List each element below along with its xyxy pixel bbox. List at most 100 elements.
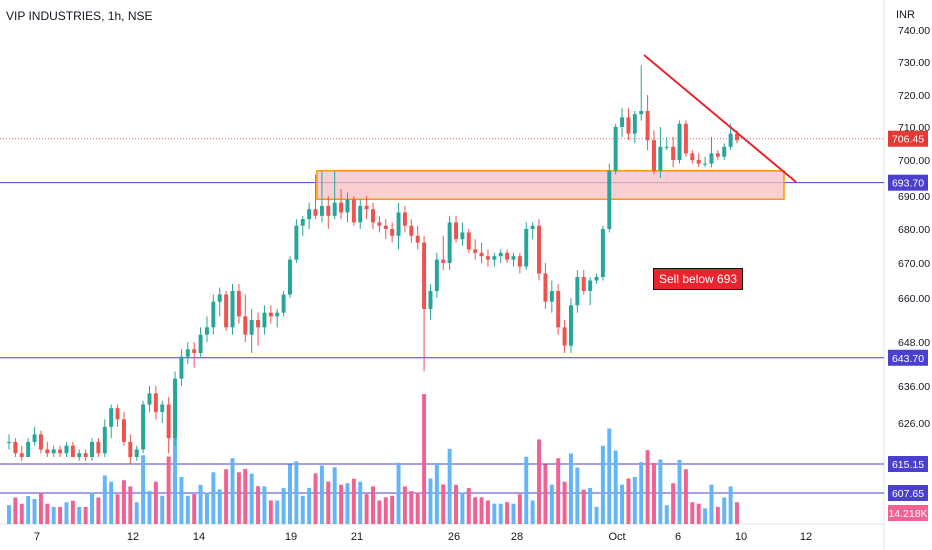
symbol-title: VIP INDUSTRIES, 1h, NSE [6,9,153,23]
candle-body [326,205,331,216]
volume-bar [690,502,695,524]
volume-bar [64,502,69,524]
volume-bar [639,462,644,524]
candle-body [134,449,139,458]
volume-bar [390,495,395,524]
candle-body [696,160,701,164]
volume-bar [402,486,407,524]
volume-bar [121,480,126,524]
volume-bar [185,495,190,524]
volume-bar [728,486,733,524]
price-tick-label: 626.00 [898,418,930,430]
candle-body [556,291,561,328]
date-tick-label: Oct [608,531,625,543]
volume-bar [715,506,720,524]
volume-bar [217,489,222,524]
volume-bar [256,486,261,524]
candle-body [479,252,484,257]
candle-body [300,219,305,226]
candle-body [639,111,644,115]
volume-bar [173,430,178,524]
candle-body [703,163,708,165]
candle-body [575,277,580,306]
candle-body [402,212,407,226]
candle-body [38,434,43,450]
candle-body [358,205,363,223]
volume-bar [128,486,133,524]
candle-body [339,202,344,213]
candle-body [90,441,94,458]
candle-body [626,117,631,134]
volume-bar [377,500,382,524]
candle-body [96,441,101,454]
candle-body [128,441,133,458]
volume-bar [230,458,235,524]
sell-annotation[interactable]: Sell below 693 [653,268,744,290]
candle-body [652,140,656,171]
trendline [643,54,797,183]
volume-bar [511,503,516,524]
volume-bar [671,483,676,524]
volume-bar [600,445,605,524]
candle-body [594,277,599,281]
candle-body [511,256,516,260]
volume-bar [243,468,248,524]
volume-bar [102,475,107,524]
volume-bar [371,486,375,524]
volume-bar [19,503,24,524]
candle-body [153,393,158,412]
volume-bar [300,495,305,524]
candle-body [722,146,727,157]
candle-body [313,209,318,216]
candle-body [179,356,184,379]
candle-body [102,426,107,454]
candle-body [351,199,356,223]
candle-body [364,205,369,210]
resistance-zone [316,170,785,201]
candle-body [690,153,695,160]
candle-body [671,146,676,160]
candle-body [45,449,50,454]
candle-body [588,280,593,291]
candle-body [243,316,248,335]
volume-bar [479,497,484,524]
candle-body [307,209,312,220]
candle-body [192,349,197,353]
candle-body [658,146,663,171]
candle-body [396,212,401,236]
volume-bar [492,503,497,524]
candle-body [198,334,203,353]
candle-body [562,327,567,346]
candle-body [32,434,37,442]
volume-bar [313,473,318,524]
volume-bar [549,484,554,524]
level-price-tag-bg [888,456,928,472]
volume-bar [236,472,241,524]
volume-bar [332,467,337,524]
price-tick-label: 648.00 [898,337,930,349]
volume-bar [141,455,146,524]
volume-bar [632,477,637,524]
volume-bar [77,506,82,524]
volume-bar [364,494,369,524]
candle-body [236,291,241,317]
candle-body [7,441,11,443]
volume-bar [198,484,203,524]
volume-bar [351,478,356,524]
candle-body [166,404,171,439]
volume-bar [607,428,612,524]
volume-bar [683,469,688,524]
volume-bar [517,494,522,524]
volume-bar [7,505,11,524]
candle-body [677,123,682,160]
volume-bar [441,484,446,524]
volume-bar [645,450,650,524]
candle-body [224,294,229,328]
volume-bar [45,503,50,524]
candle-body [332,202,337,216]
candle-body [109,408,114,427]
volume-bar [696,503,701,524]
volume-bar [339,484,344,524]
candle-body [568,305,573,346]
